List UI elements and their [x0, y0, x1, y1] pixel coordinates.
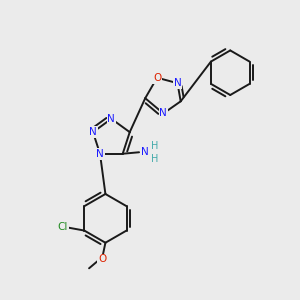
- Text: O: O: [153, 73, 161, 83]
- Text: Cl: Cl: [57, 222, 68, 232]
- Text: N: N: [174, 78, 182, 88]
- Text: N: N: [160, 108, 167, 118]
- Text: N: N: [141, 147, 149, 157]
- Text: N: N: [107, 114, 115, 124]
- Text: N: N: [96, 149, 104, 159]
- Text: N: N: [89, 127, 97, 137]
- Text: H: H: [151, 141, 158, 151]
- Text: H: H: [151, 154, 158, 164]
- Text: O: O: [98, 254, 106, 264]
